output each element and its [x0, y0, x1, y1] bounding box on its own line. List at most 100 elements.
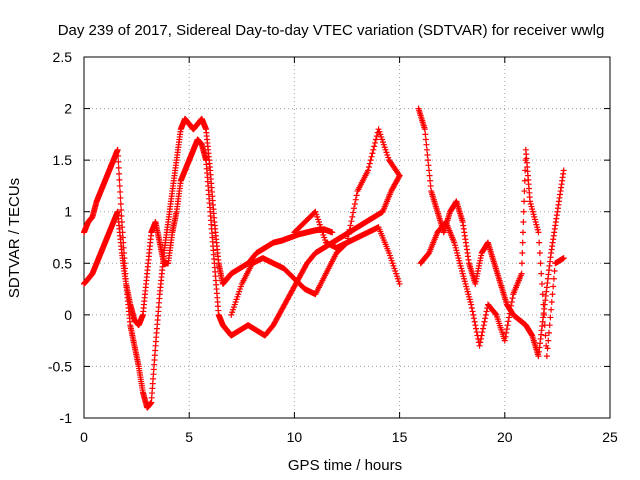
data-point	[116, 170, 123, 177]
x-tick-label: 5	[185, 429, 193, 445]
data-point	[521, 177, 528, 184]
series-track-2	[81, 136, 403, 339]
data-point	[503, 329, 510, 336]
data-point	[470, 311, 477, 318]
data-point	[424, 151, 431, 158]
data-point	[422, 131, 429, 138]
y-tick-label: 1.5	[53, 152, 73, 168]
data-point	[518, 260, 525, 267]
data-point	[476, 342, 483, 349]
data-point	[560, 167, 567, 174]
y-tick-label: 0.5	[53, 255, 73, 271]
data-point	[543, 353, 550, 360]
data-point	[506, 314, 513, 321]
grid-lines	[84, 57, 610, 418]
y-tick-label: -0.5	[48, 358, 72, 374]
data-point	[536, 249, 543, 256]
x-tick-label: 20	[497, 429, 513, 445]
data-point	[353, 192, 360, 199]
y-tick-label: 2	[64, 101, 72, 117]
x-tick-label: 25	[602, 429, 618, 445]
data-point	[365, 164, 372, 171]
data-point	[366, 160, 373, 167]
data-point	[480, 325, 487, 332]
data-point	[538, 280, 545, 287]
x-tick-label: 10	[287, 429, 303, 445]
series-track-4	[291, 126, 403, 251]
data-point	[345, 231, 352, 238]
data-point	[423, 146, 430, 153]
data-point	[538, 270, 545, 277]
data-point	[468, 304, 475, 311]
data-point	[519, 249, 526, 256]
data-point	[542, 332, 549, 339]
data-point	[539, 291, 546, 298]
data-point	[118, 206, 125, 213]
data-point	[352, 196, 359, 203]
data-point	[396, 280, 403, 287]
data-point	[482, 315, 489, 322]
series-track-3	[228, 224, 403, 318]
data-point	[502, 333, 509, 340]
data-point	[535, 229, 542, 236]
data-point	[368, 153, 375, 160]
data-point	[351, 200, 358, 207]
data-point	[114, 146, 121, 153]
data-point	[545, 337, 552, 344]
data-point	[348, 218, 355, 225]
data-point	[346, 226, 353, 233]
data-point	[540, 301, 547, 308]
data-point	[469, 308, 476, 315]
data-point	[427, 177, 434, 184]
data-point	[547, 314, 554, 321]
data-point	[551, 268, 558, 275]
data-point	[470, 315, 477, 322]
y-tick-label: -1	[60, 410, 73, 426]
data-point	[396, 172, 403, 179]
data-point	[369, 150, 376, 157]
data-point	[115, 158, 122, 165]
data-point	[421, 126, 428, 133]
data-point	[118, 213, 125, 220]
data-point	[426, 172, 433, 179]
data-point	[422, 136, 429, 143]
data-point	[372, 139, 379, 146]
data-point	[344, 239, 350, 246]
data-point	[508, 302, 515, 309]
data-point	[548, 298, 555, 305]
data-point	[477, 339, 484, 346]
data-point	[365, 167, 372, 174]
data-point	[483, 308, 490, 315]
chart-title: Day 239 of 2017, Sidereal Day-to-day VTE…	[58, 22, 605, 39]
data-point	[519, 239, 526, 246]
data-point	[536, 239, 543, 246]
data-point	[117, 188, 124, 195]
data-point	[549, 291, 556, 298]
plot-frame	[83, 56, 611, 419]
data-point	[518, 270, 525, 277]
data-point	[426, 167, 433, 174]
data-point	[344, 235, 351, 242]
data-point	[473, 329, 480, 336]
data-marks	[81, 105, 567, 411]
data-point	[395, 171, 402, 178]
data-point	[520, 229, 527, 236]
y-axis-label: SDTVAR / TECUs	[6, 178, 23, 298]
data-point	[548, 306, 555, 313]
data-point	[546, 322, 553, 329]
data-point	[117, 194, 124, 201]
data-point	[509, 295, 516, 302]
data-point	[350, 209, 357, 216]
data-point	[425, 162, 432, 169]
data-point	[115, 164, 122, 171]
data-point	[507, 306, 514, 313]
data-point	[372, 136, 379, 143]
data-point	[520, 208, 527, 215]
data-point	[427, 182, 434, 189]
y-tick-label: 0	[64, 307, 72, 323]
data-point	[560, 255, 567, 262]
data-point	[503, 326, 510, 333]
data-point	[504, 322, 511, 329]
data-point	[425, 157, 432, 164]
